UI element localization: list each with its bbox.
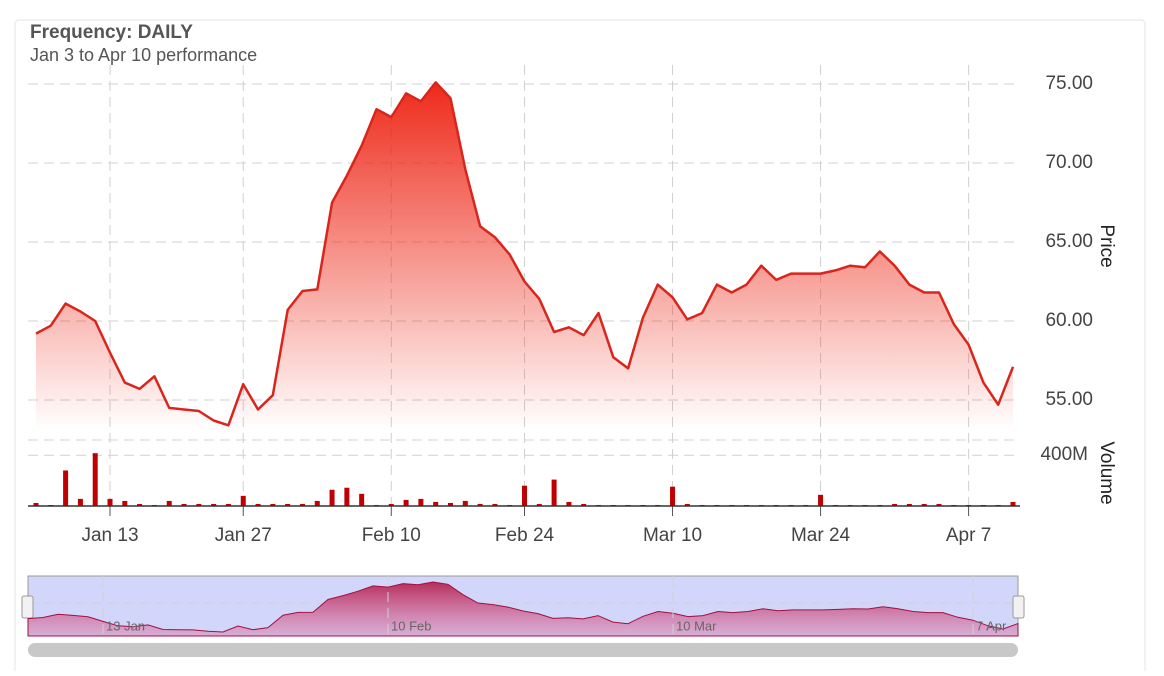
- x-tick-label: Jan 27: [215, 525, 272, 546]
- volume-bar: [344, 487, 350, 506]
- volume-bar: [225, 503, 231, 506]
- x-tick-label: Jan 13: [81, 525, 138, 546]
- volume-bar: [181, 503, 187, 506]
- volume-bar: [270, 503, 276, 506]
- volume-bar: [581, 503, 587, 506]
- plot: 55.00 60.00 65.00 70.00 75.00 400M Jan 13 Jan 2…: [27, 65, 1093, 637]
- price-area: [36, 82, 1013, 431]
- navigator-handle-left[interactable]: [21, 595, 34, 619]
- y-tick-label: 75.00: [1045, 73, 1093, 94]
- navigator-handle-right[interactable]: [1012, 595, 1025, 619]
- y2-tick-label: 400M: [1040, 444, 1088, 465]
- volume-bar: [166, 500, 172, 506]
- volume-bar: [92, 453, 98, 506]
- x-tick-label: Feb 10: [362, 525, 421, 546]
- chart-title: Frequency: DAILY: [30, 22, 193, 43]
- x-tick-label: Mar 24: [791, 525, 851, 546]
- volume-bar: [329, 489, 335, 506]
- volume-bar: [433, 501, 439, 506]
- volume-bar: [299, 503, 305, 506]
- scrollbar[interactable]: [28, 643, 1018, 657]
- volume-bar: [551, 479, 557, 506]
- volume-bar: [359, 493, 365, 506]
- volume-bar: [211, 503, 217, 506]
- volume-bar: [447, 502, 453, 506]
- y-tick-label: 65.00: [1045, 231, 1093, 252]
- volume-bar: [137, 503, 143, 506]
- volume-bar: [77, 498, 83, 506]
- volume-bar: [255, 503, 261, 506]
- price-axis-title: Price: [1096, 224, 1117, 267]
- navigator-tick-label: 13 Jan: [106, 618, 145, 633]
- y-tick-label: 55.00: [1045, 389, 1093, 410]
- volume-bar: [906, 503, 912, 506]
- volume-axis-title: Volume: [1096, 441, 1117, 504]
- volume-bar: [388, 503, 394, 506]
- x-tick-label: Apr 7: [946, 525, 991, 546]
- volume-bar: [122, 500, 128, 506]
- volume-bar: [684, 503, 690, 506]
- volume-bar: [921, 503, 927, 506]
- navigator-tick-label: 10 Mar: [676, 618, 717, 633]
- volume-bar: [314, 500, 320, 506]
- volume-bar: [33, 502, 39, 506]
- volume-bar: [936, 503, 942, 506]
- volume-bar: [285, 503, 291, 506]
- volume-bar: [1010, 501, 1016, 506]
- volume-bar: [107, 498, 113, 506]
- volume-bar: [403, 499, 409, 506]
- volume-bar: [670, 486, 676, 506]
- volume-bar: [462, 500, 468, 506]
- volume-bar: [63, 470, 69, 506]
- volume-bar: [240, 495, 246, 506]
- navigator-tick-label: 7 Apr: [976, 618, 1007, 633]
- volume-bar: [492, 503, 498, 506]
- volume-bar: [418, 498, 424, 506]
- navigator-tick-label: 10 Feb: [391, 618, 431, 633]
- volume-bar: [892, 503, 898, 506]
- price-line: [35, 81, 1015, 427]
- x-tick-label: Feb 24: [495, 525, 555, 546]
- volume-bar: [566, 501, 572, 506]
- volume-bar: [522, 485, 527, 506]
- navigator-area: [27, 581, 1019, 637]
- volume-bar: [477, 503, 483, 506]
- chart-subtitle: Jan 3 to Apr 10 performance: [30, 45, 257, 65]
- volume-bar: [196, 503, 202, 506]
- volume-bar: [536, 503, 542, 506]
- x-tick-label: Mar 10: [643, 525, 702, 546]
- volume-bar: [818, 494, 824, 506]
- y-tick-label: 60.00: [1045, 310, 1093, 331]
- y-tick-label: 70.00: [1045, 152, 1093, 173]
